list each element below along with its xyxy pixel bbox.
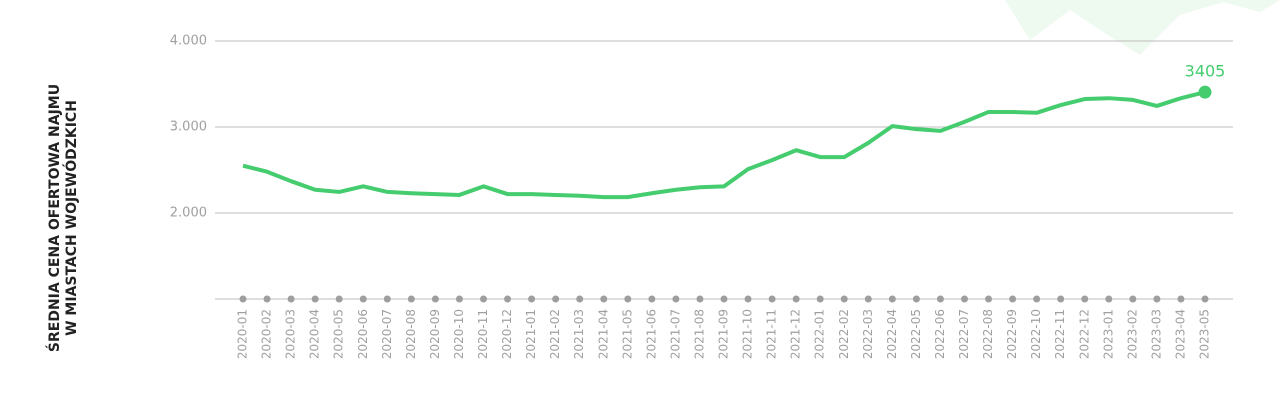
x-tick-dot xyxy=(936,295,944,303)
x-tick-label: 2021-01 xyxy=(524,309,538,359)
x-tick-label: 2022-06 xyxy=(933,309,947,359)
x-tick-label: 2023-01 xyxy=(1101,309,1115,359)
x-tick-dot xyxy=(696,295,704,303)
x-tick-dot xyxy=(552,295,560,303)
x-tick-label: 2022-02 xyxy=(837,309,851,359)
x-tick-dot xyxy=(576,295,584,303)
y-tick-label: 2.000 xyxy=(170,206,207,221)
x-tick-label: 2023-02 xyxy=(1125,309,1139,359)
x-tick-label: 2020-09 xyxy=(428,309,442,359)
x-tick-label: 2021-12 xyxy=(789,309,803,359)
x-tick-dot xyxy=(1057,295,1065,303)
x-tick-dot xyxy=(528,295,536,303)
end-point xyxy=(1198,85,1212,99)
value-label: 3405 xyxy=(1185,62,1226,81)
x-tick-label: 2022-10 xyxy=(1029,309,1043,359)
x-tick-label: 2020-03 xyxy=(284,309,298,359)
x-tick-dot xyxy=(792,295,800,303)
x-tick-label: 2022-04 xyxy=(885,309,899,359)
x-tick-label: 2023-03 xyxy=(1149,309,1163,359)
x-tick-label: 2023-04 xyxy=(1173,309,1187,359)
x-tick-dot xyxy=(912,295,920,303)
x-tick-dot xyxy=(1033,295,1041,303)
x-tick-dot xyxy=(816,295,824,303)
y-title-line: ŚREDNIA CENA OFERTOWA NAJMU xyxy=(45,84,63,352)
x-tick-label: 2022-08 xyxy=(981,309,995,359)
x-tick-label: 2020-07 xyxy=(380,309,394,359)
x-tick-dot xyxy=(744,295,752,303)
x-tick-dot xyxy=(455,295,463,303)
x-tick-label: 2022-11 xyxy=(1053,309,1067,359)
x-tick-dot xyxy=(407,295,415,303)
x-tick-dot xyxy=(985,295,993,303)
x-tick-dot xyxy=(263,295,271,303)
x-tick-dot xyxy=(888,295,896,303)
x-tick-label: 2020-12 xyxy=(500,309,514,359)
x-tick-label: 2020-11 xyxy=(476,309,490,359)
line xyxy=(242,90,1206,200)
x-tick-dot xyxy=(1201,295,1209,303)
x-tick-dot xyxy=(1177,295,1185,303)
x-tick-label: 2022-07 xyxy=(957,309,971,359)
x-tick-label: 2022-12 xyxy=(1077,309,1091,359)
x-tick-label: 2020-08 xyxy=(404,309,418,359)
x-tick-label: 2021-09 xyxy=(717,309,731,359)
x-tick-label: 2020-02 xyxy=(260,309,274,359)
y-tick-label: 4.000 xyxy=(170,34,207,49)
x-tick-dot xyxy=(480,295,487,303)
x-tick-dot xyxy=(504,295,512,303)
x-tick-label: 2020-06 xyxy=(356,309,370,359)
x-tick-dot xyxy=(840,295,848,303)
x-tick-dot xyxy=(624,295,632,303)
x-tick-dot xyxy=(431,295,439,303)
x-tick-dot xyxy=(359,295,367,303)
y-title-line: W MIASTACH WOJEWÓDZKICH xyxy=(62,100,80,336)
decoration xyxy=(1215,0,1280,12)
x-tick-dot xyxy=(1009,295,1017,303)
y-tick-label: 3.000 xyxy=(170,120,207,135)
x-tick-label: 2021-08 xyxy=(692,309,706,359)
x-tick-label: 2020-05 xyxy=(332,309,346,359)
decoration xyxy=(1005,0,1230,55)
x-tick-label: 2022-03 xyxy=(861,309,875,359)
x-tick-label: 2020-10 xyxy=(452,309,466,359)
x-tick-dot xyxy=(1129,295,1137,303)
x-tick-dot xyxy=(600,295,608,303)
y-axis-title: ŚREDNIA CENA OFERTOWA NAJMU W MIASTACH W… xyxy=(45,84,80,352)
x-tick-label: 2021-11 xyxy=(765,309,779,359)
x-tick-label: 2022-09 xyxy=(1005,309,1019,359)
x-tick-dot xyxy=(768,295,776,303)
x-tick-label: 2020-01 xyxy=(236,309,250,359)
x-tick-dot xyxy=(335,295,343,303)
x-tick-label: 2020-04 xyxy=(308,309,322,359)
x-tick-label: 2021-05 xyxy=(620,309,634,359)
x-tick-dot xyxy=(864,295,872,303)
x-tick-dot xyxy=(287,295,295,303)
x-tick-label: 2022-05 xyxy=(909,309,923,359)
x-tick-dot xyxy=(720,295,728,303)
x-tick-dot xyxy=(239,295,247,303)
x-tick-label: 2021-06 xyxy=(644,309,658,359)
x-tick-dot xyxy=(672,295,680,303)
x-tick-label: 2022-01 xyxy=(813,309,827,359)
x-tick-dot xyxy=(648,295,656,303)
x-tick-dot xyxy=(383,295,391,303)
x-tick-label: 2021-04 xyxy=(596,309,610,359)
x-tick-dot xyxy=(311,295,319,303)
x-tick-dot xyxy=(1081,295,1089,303)
x-tick-dot xyxy=(1105,295,1113,303)
x-tick-label: 2021-10 xyxy=(741,309,755,359)
x-tick-label: 2021-02 xyxy=(548,309,562,359)
x-tick-label: 2021-07 xyxy=(668,309,682,359)
x-tick-label: 2023-05 xyxy=(1198,309,1212,359)
x-tick-dot xyxy=(1153,295,1161,303)
x-tick-dot xyxy=(961,295,968,303)
x-tick-label: 2021-03 xyxy=(572,309,586,359)
